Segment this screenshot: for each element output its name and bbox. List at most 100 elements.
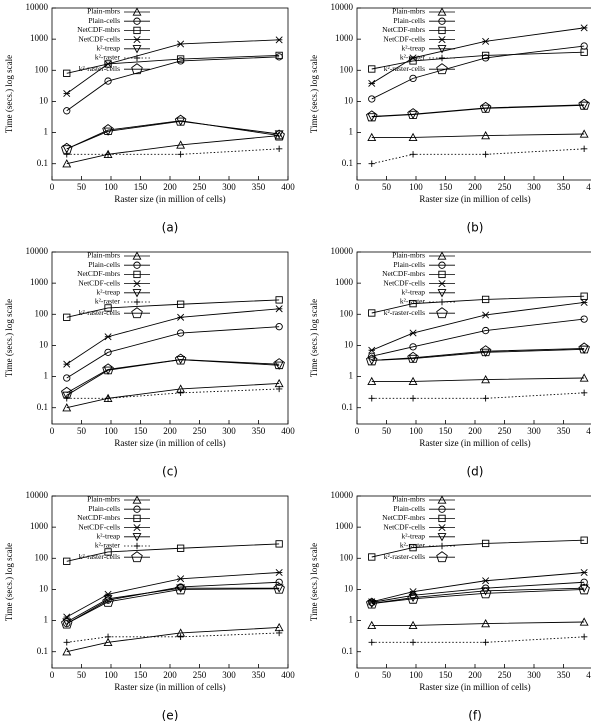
legend-marker [437,45,447,54]
x-tick-label: 200 [163,426,177,436]
x-tick-label: 50 [77,182,87,192]
data-point [104,151,112,158]
y-tick-label: 0.1 [37,158,48,168]
legend-marker [437,495,447,504]
data-point [365,110,378,122]
legend-label: Plain-mbrs [87,251,120,260]
data-point [275,568,283,577]
x-axis-label: Raster size (in million of cells) [114,682,225,692]
data-point [481,618,491,628]
legend-marker [436,307,448,319]
series-line [66,56,280,112]
series-line [371,539,585,558]
series-line [371,581,585,603]
data-point [368,160,375,167]
legend-label: Plain-cells [88,260,120,269]
x-tick-label: 350 [252,426,266,436]
legend-label: k²-treap [97,288,121,297]
data-point [409,343,417,351]
data-point [409,543,417,552]
data-point [578,342,590,354]
x-tick-label: 0 [50,670,55,680]
data-point [104,60,112,68]
data-point [407,108,419,120]
y-tick-label: 0.1 [37,402,48,412]
legend-label: k²-raster [400,541,426,550]
legend-marker [133,280,141,288]
legend-marker [132,495,142,504]
data-point [176,544,185,552]
data-point [102,363,114,375]
x-tick-label: 100 [104,182,118,192]
x-tick-label: 0 [50,426,55,436]
data-point [275,36,283,44]
data-point [368,65,376,73]
legend-label: Plain-cells [393,260,425,269]
y-tick-label: 1 [349,371,354,381]
legend-label: k²-treap [97,532,121,541]
series-line [371,295,585,314]
legend-marker [438,280,446,288]
data-point [408,132,418,142]
data-point [103,127,113,136]
y-tick-label: 100 [35,64,49,74]
data-point [275,145,283,153]
data-point [176,140,186,149]
series-line [66,543,280,562]
legend-label: k²-raster-cells [384,64,425,73]
series-line [371,348,585,361]
data-point [578,583,590,595]
data-point [177,40,185,48]
data-point [104,348,112,356]
series-line [66,308,280,365]
data-point [481,295,490,304]
series-line [371,104,585,117]
x-tick-label: 100 [409,670,423,680]
legend-marker [132,533,142,542]
y-axis-label: Time (secs.) log scale [309,55,319,133]
legend-marker [131,63,143,75]
legend-marker [438,17,446,25]
y-axis-label: Time (secs.) log scale [4,55,14,133]
data-point [481,130,491,140]
x-tick-label: 0 [355,426,360,436]
data-point [482,639,489,646]
data-point [103,595,113,604]
series-line [66,120,280,150]
legend-marker [438,524,446,532]
series-line [371,572,585,603]
data-point [367,376,377,386]
legend-marker [438,514,446,523]
data-point [62,403,72,412]
y-tick-label: 10000 [26,490,49,500]
x-axis-label: Raster size (in million of cells) [419,194,530,204]
legend-marker [133,542,141,550]
y-tick-label: 100 [35,552,49,562]
data-point [60,386,73,398]
x-tick-label: 300 [222,670,236,680]
data-point [365,597,378,609]
legend-marker [436,63,448,75]
series-line [371,636,585,643]
series-line [371,302,585,351]
caption: (a) [162,221,179,235]
series-line [66,388,280,399]
legend-label: Plain-cells [393,504,425,513]
x-tick-label: 350 [252,670,266,680]
x-tick-label: 50 [382,670,392,680]
y-tick-label: 100 [340,308,354,318]
legend-marker [438,36,446,44]
data-point [176,55,185,63]
data-point [60,617,73,629]
x-tick-label: 350 [252,182,266,192]
legend-label: k²-raster [95,541,121,550]
legend-label: k²-raster-cells [79,64,120,73]
legend-label: k²-raster [95,53,121,62]
legend-label: k²-raster-cells [79,308,120,317]
data-point [63,639,70,646]
x-tick-label: 150 [134,426,148,436]
x-tick-label: 300 [527,182,541,192]
x-tick-label: 150 [134,182,148,192]
y-tick-label: 1 [349,127,354,137]
y-tick-label: 0.1 [342,402,353,412]
